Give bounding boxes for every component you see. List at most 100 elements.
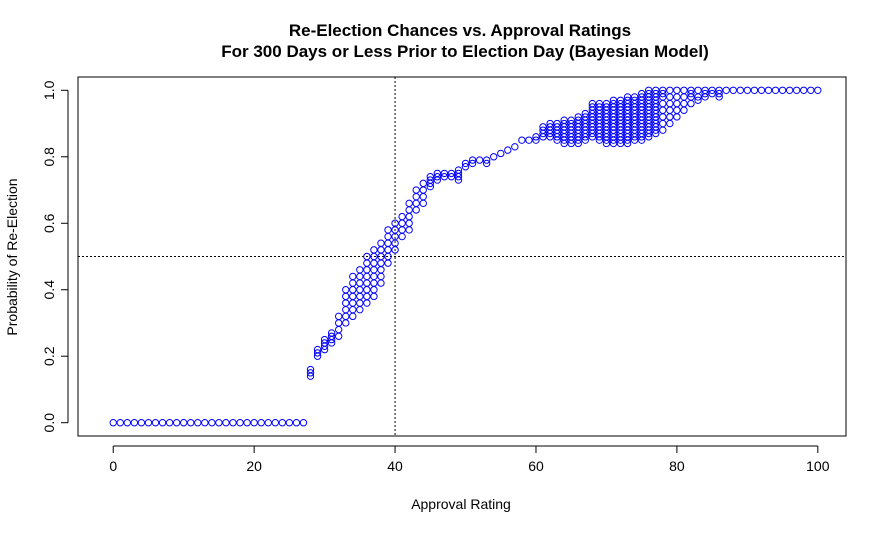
data-point — [666, 93, 674, 101]
data-point — [257, 419, 265, 427]
data-point — [673, 113, 681, 121]
data-point — [356, 286, 364, 294]
data-point — [412, 206, 420, 214]
y-tick-label: 0.6 — [41, 213, 57, 233]
data-point — [130, 419, 139, 427]
data-point — [377, 259, 385, 267]
data-point — [384, 232, 392, 241]
data-point — [370, 279, 378, 287]
data-point — [419, 199, 427, 208]
data-point — [666, 99, 674, 108]
data-point — [482, 159, 491, 168]
data-point — [680, 86, 688, 94]
data-point — [736, 86, 745, 94]
data-point — [349, 312, 357, 321]
data-point — [356, 292, 364, 301]
data-point — [194, 419, 202, 427]
data-point — [659, 99, 667, 108]
data-point — [370, 272, 378, 281]
data-point — [327, 329, 336, 337]
data-point — [151, 419, 160, 427]
data-point — [475, 156, 484, 164]
data-point — [785, 86, 794, 94]
reference-lines — [78, 77, 846, 436]
data-point — [342, 319, 350, 327]
data-point — [419, 186, 427, 194]
data-point — [652, 89, 660, 98]
data-point — [405, 212, 413, 221]
data-point — [673, 106, 681, 114]
data-point — [109, 419, 117, 427]
y-tick-label: 0.4 — [41, 280, 57, 300]
data-point — [659, 126, 667, 134]
plot-frame — [77, 76, 847, 437]
data-point — [412, 199, 420, 208]
data-point — [722, 86, 730, 94]
data-point — [595, 103, 604, 111]
data-point — [334, 332, 343, 340]
data-point — [201, 419, 209, 427]
data-point — [334, 312, 343, 321]
data-point — [574, 116, 582, 124]
data-point — [306, 369, 315, 377]
data-point — [377, 272, 385, 281]
data-point — [363, 272, 371, 281]
data-point — [482, 156, 491, 164]
data-point — [701, 86, 709, 94]
data-point — [327, 332, 336, 340]
data-point — [687, 99, 695, 108]
data-point — [377, 279, 385, 287]
data-point — [370, 286, 378, 294]
data-point — [800, 86, 808, 94]
data-point — [581, 113, 590, 121]
data-point — [567, 119, 575, 128]
data-point — [461, 163, 470, 171]
data-point — [750, 86, 759, 94]
data-point — [165, 419, 174, 427]
data-point — [356, 272, 364, 281]
data-point — [278, 419, 287, 427]
data-point — [384, 246, 392, 254]
data-point — [313, 345, 322, 354]
data-point — [363, 279, 371, 287]
data-point — [539, 123, 547, 131]
data-point — [384, 226, 392, 234]
data-point — [666, 86, 674, 94]
data-point — [426, 176, 434, 184]
data-point — [137, 419, 146, 427]
data-points — [109, 86, 822, 427]
data-point — [666, 113, 674, 121]
data-point — [243, 419, 251, 427]
data-point — [320, 335, 329, 344]
data-point — [377, 266, 385, 274]
data-point — [680, 93, 688, 101]
y-tick-label: 0.2 — [41, 346, 57, 366]
data-point — [616, 96, 625, 104]
data-point — [144, 419, 153, 427]
y-axis: 0.0 0.2 0.4 0.6 0.8 1.0 — [41, 80, 69, 432]
data-point — [384, 259, 392, 267]
data-point — [666, 106, 674, 114]
data-point — [546, 119, 554, 128]
data-point — [363, 286, 371, 294]
data-point — [497, 149, 505, 158]
data-point — [299, 419, 308, 427]
data-point — [511, 143, 519, 151]
data-point — [609, 96, 618, 104]
data-point — [807, 86, 815, 94]
x-tick-label: 0 — [109, 458, 117, 474]
data-point — [172, 419, 181, 427]
data-point — [398, 212, 406, 221]
data-point — [708, 89, 716, 98]
data-point — [370, 266, 378, 274]
data-point — [179, 419, 188, 427]
data-point — [398, 219, 406, 227]
data-point — [349, 286, 357, 294]
x-axis-label: Approval Rating — [411, 496, 511, 512]
data-point — [412, 192, 420, 201]
data-point — [342, 305, 350, 314]
data-point — [334, 319, 343, 327]
chart-title: Re-Election Chances vs. Approval Ratings — [289, 21, 631, 40]
data-point — [398, 226, 406, 234]
data-point — [525, 136, 533, 144]
